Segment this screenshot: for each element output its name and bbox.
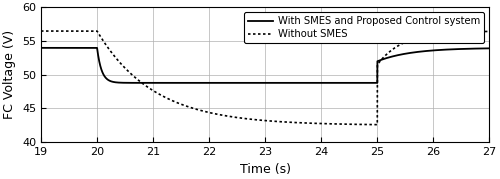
Line: Without SMES: Without SMES: [41, 31, 490, 125]
Without SMES: [370, 124, 376, 126]
X-axis label: Time (s): Time (s): [240, 163, 290, 176]
With SMES and Proposed Control system: [200, 82, 206, 84]
Without SMES: [394, 45, 400, 47]
With SMES and Proposed Control system: [394, 54, 400, 56]
Legend: With SMES and Proposed Control system, Without SMES: With SMES and Proposed Control system, W…: [244, 13, 484, 43]
Without SMES: [486, 30, 492, 33]
Y-axis label: FC Voltage (V): FC Voltage (V): [4, 30, 16, 119]
Without SMES: [374, 124, 380, 126]
Without SMES: [323, 123, 329, 125]
With SMES and Proposed Control system: [38, 47, 44, 49]
Without SMES: [304, 122, 310, 124]
With SMES and Proposed Control system: [323, 82, 329, 84]
With SMES and Proposed Control system: [370, 82, 376, 84]
Without SMES: [38, 30, 44, 32]
Without SMES: [200, 110, 206, 112]
With SMES and Proposed Control system: [486, 47, 492, 49]
With SMES and Proposed Control system: [60, 47, 66, 49]
Without SMES: [60, 30, 66, 32]
Line: With SMES and Proposed Control system: With SMES and Proposed Control system: [41, 48, 490, 83]
With SMES and Proposed Control system: [250, 82, 256, 84]
With SMES and Proposed Control system: [304, 82, 310, 84]
